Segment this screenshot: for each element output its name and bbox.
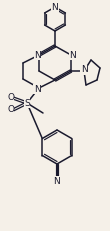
Text: N: N bbox=[69, 51, 76, 60]
Text: N: N bbox=[54, 176, 60, 185]
Text: S: S bbox=[24, 98, 30, 107]
Text: N: N bbox=[34, 51, 41, 60]
Text: N: N bbox=[52, 3, 58, 12]
Text: N: N bbox=[34, 85, 40, 94]
Text: O: O bbox=[7, 94, 14, 103]
Text: N: N bbox=[81, 66, 87, 75]
Text: O: O bbox=[7, 106, 14, 115]
